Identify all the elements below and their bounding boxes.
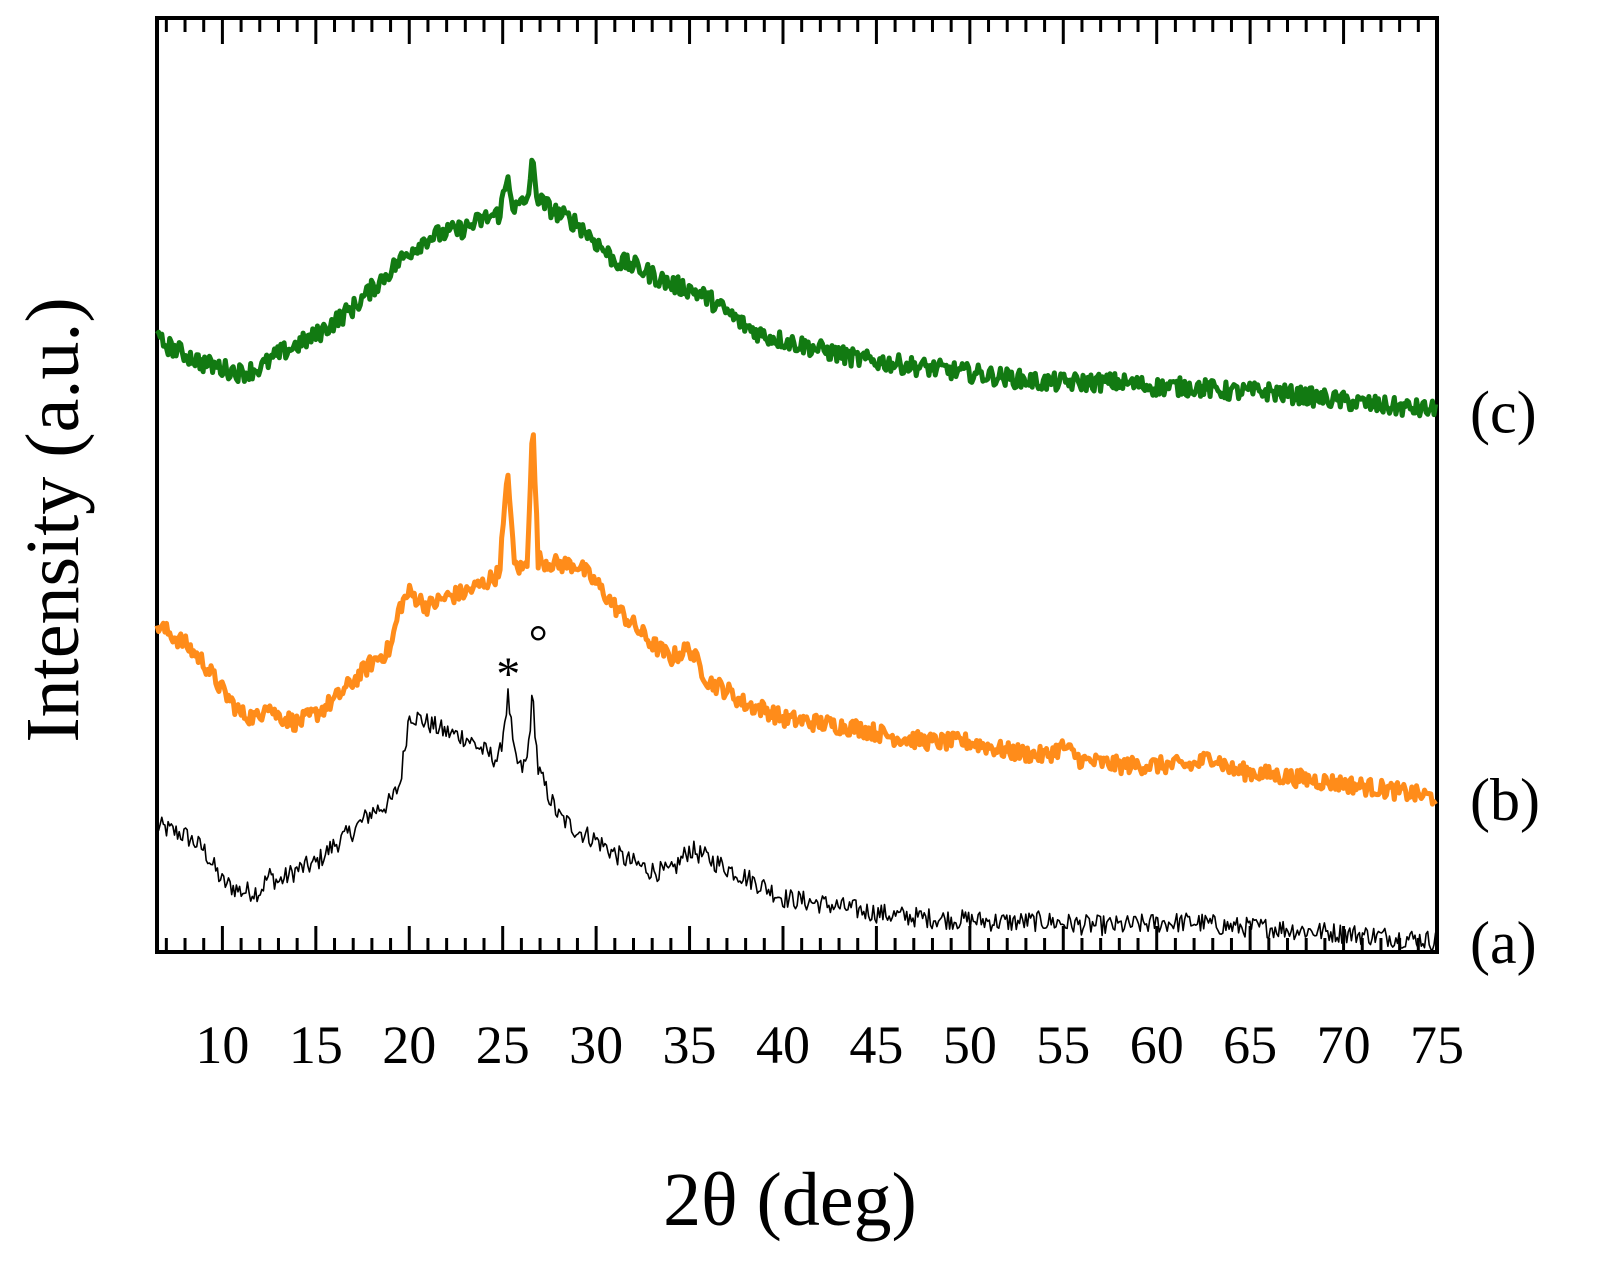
series-label: (a) bbox=[1470, 910, 1537, 976]
x-tick-label: 65 bbox=[1223, 1015, 1277, 1075]
x-tick-label: 70 bbox=[1317, 1015, 1371, 1075]
series-label: (b) bbox=[1470, 767, 1540, 833]
x-tick-label: 15 bbox=[289, 1015, 343, 1075]
series-line-b bbox=[154, 432, 1438, 807]
x-tick-label: 30 bbox=[569, 1015, 623, 1075]
x-tick-label: 25 bbox=[476, 1015, 530, 1075]
x-tick-label: 50 bbox=[943, 1015, 997, 1075]
peak-marker: ° bbox=[529, 616, 548, 669]
x-axis-title: 2θ (deg) bbox=[663, 1158, 917, 1242]
x-tick-label: 45 bbox=[849, 1015, 903, 1075]
x-tick-label: 75 bbox=[1410, 1015, 1464, 1075]
x-tick-label: 35 bbox=[663, 1015, 717, 1075]
plot-frame bbox=[155, 16, 1439, 954]
series-label: (c) bbox=[1470, 379, 1537, 445]
series-line-c bbox=[155, 157, 1439, 419]
peak-marker: * bbox=[496, 648, 520, 701]
y-axis-title: Intensity (a.u.) bbox=[11, 297, 95, 742]
x-tick-label: 40 bbox=[756, 1015, 810, 1075]
x-tick-label: 10 bbox=[195, 1015, 249, 1075]
x-tick-label: 60 bbox=[1130, 1015, 1184, 1075]
series-layer bbox=[154, 157, 1439, 952]
x-tick-label: 20 bbox=[382, 1015, 436, 1075]
x-tick-label: 55 bbox=[1036, 1015, 1090, 1075]
axes bbox=[155, 16, 1439, 954]
series-line-a bbox=[156, 688, 1437, 952]
labels-layer: 10 15 20 25 30 35 40 45 50 55 60 65 70 75(a) (b) (c) *° bbox=[195, 379, 1540, 1075]
